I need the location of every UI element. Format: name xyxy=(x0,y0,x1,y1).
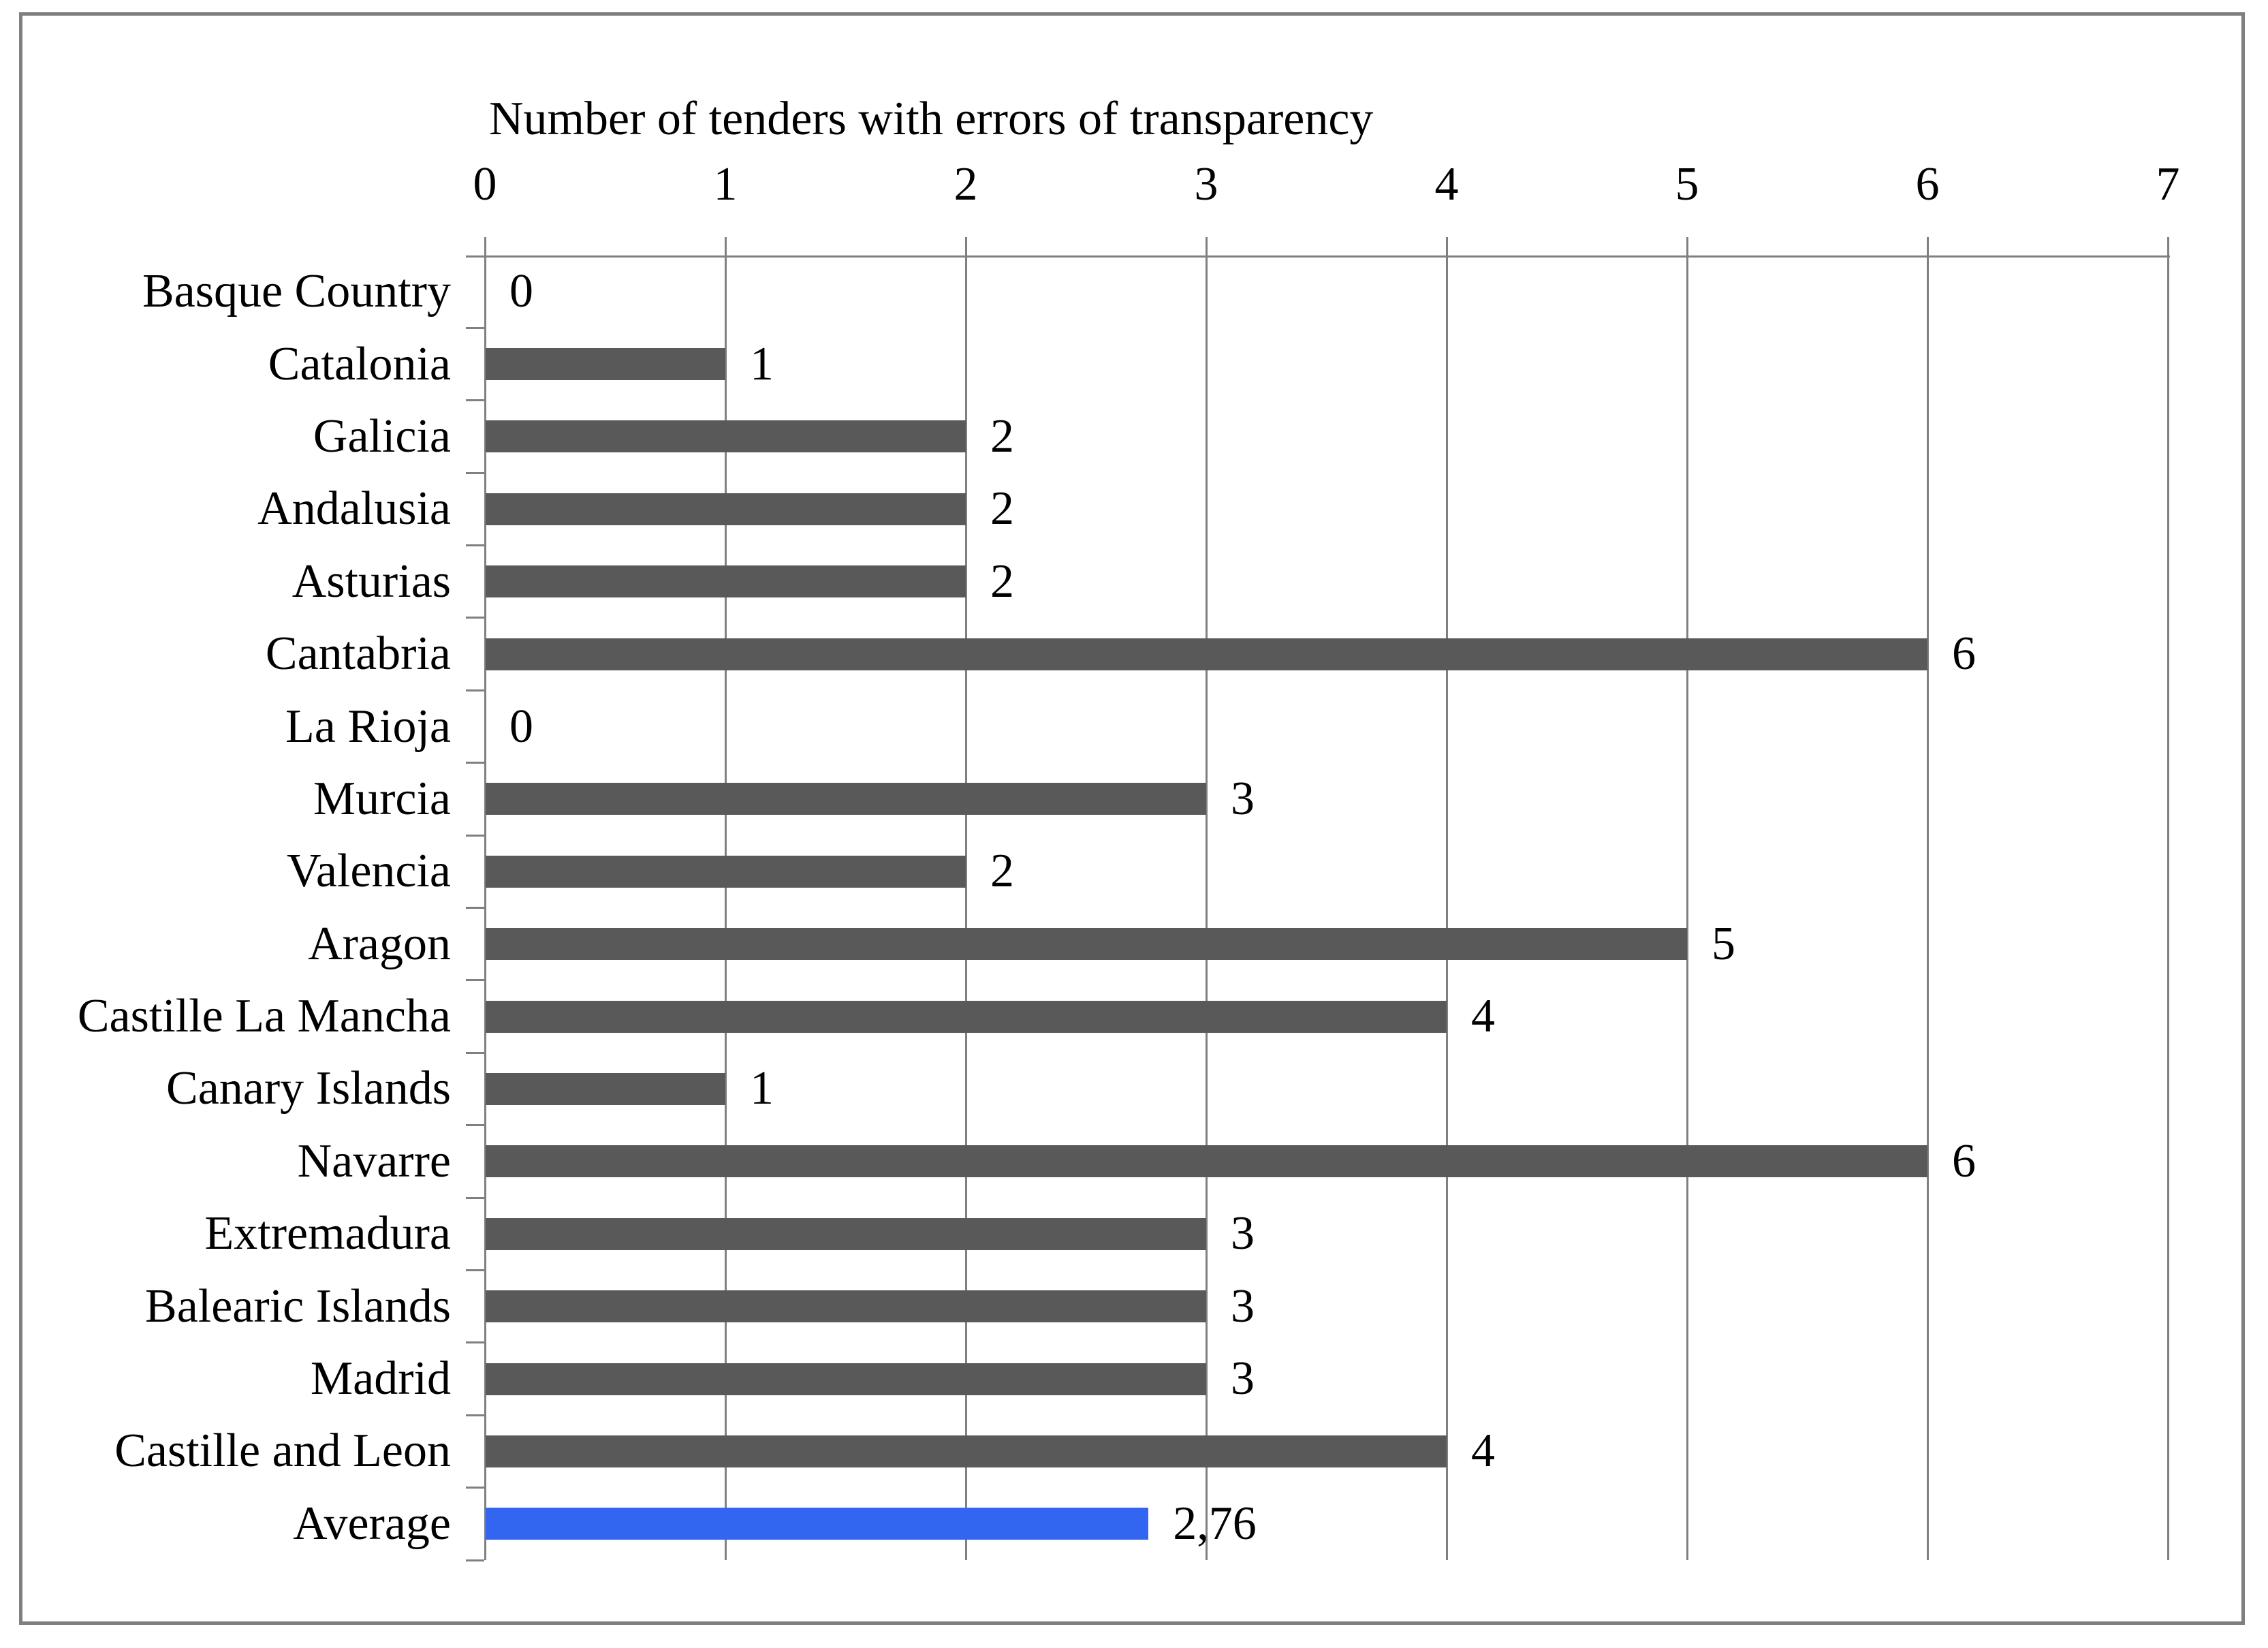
plot-area: 0 1 2 2 2 6 0 3 2 5 4 1 6 3 3 3 4 2,76 xyxy=(466,237,2170,1561)
bar-value-label: 6 xyxy=(1952,1134,1976,1187)
category-label: Murcia xyxy=(313,772,451,825)
category-label: Cantabria xyxy=(265,627,451,681)
bar-value-label: 2 xyxy=(990,555,1014,608)
category-axis-tick xyxy=(466,617,484,619)
category-label: Valencia xyxy=(287,845,451,898)
gridline xyxy=(1205,237,1208,1560)
bar-value-label: 2 xyxy=(990,845,1014,898)
x-tick-label: 0 xyxy=(473,158,497,211)
category-label: Castille La Mancha xyxy=(77,990,451,1043)
category-axis-tick xyxy=(466,1269,484,1271)
bar xyxy=(486,1217,1206,1250)
category-axis-tick xyxy=(466,1196,484,1199)
category-axis-tick xyxy=(466,762,484,764)
bar-value-label: 5 xyxy=(1712,917,1735,970)
bar-value-label: 3 xyxy=(1231,1207,1255,1260)
category-axis-tick xyxy=(466,834,484,837)
bar-value-label: 0 xyxy=(509,265,533,318)
category-axis-tick xyxy=(466,689,484,691)
bar-value-label: 4 xyxy=(1471,1425,1495,1478)
x-tick-label: 6 xyxy=(1915,158,1940,211)
bar xyxy=(486,1000,1447,1033)
category-label: Catalonia xyxy=(268,337,451,390)
bar-value-label: 2,76 xyxy=(1173,1497,1257,1550)
x-tick-label: 2 xyxy=(954,158,978,211)
bar-value-label: 1 xyxy=(750,337,774,390)
bar xyxy=(486,783,1206,815)
gridline xyxy=(1686,237,1688,1560)
bar xyxy=(486,1363,1206,1395)
gridline xyxy=(2167,237,2169,1560)
bar xyxy=(486,348,725,381)
category-axis-tick xyxy=(466,1341,484,1344)
category-label: Average xyxy=(293,1497,451,1550)
category-axis-tick xyxy=(466,1414,484,1416)
bar xyxy=(486,1435,1447,1467)
bar xyxy=(486,855,966,888)
category-label: Castille and Leon xyxy=(114,1425,451,1478)
bar xyxy=(486,638,1927,670)
category-axis-line xyxy=(484,237,486,1560)
bar-average xyxy=(486,1508,1149,1540)
category-axis-tick xyxy=(466,1559,484,1561)
value-axis-line xyxy=(466,255,2170,258)
category-label: Madrid xyxy=(310,1352,451,1405)
bar-value-label: 3 xyxy=(1231,772,1255,825)
category-label: Asturias xyxy=(292,555,451,608)
category-axis-tick xyxy=(466,544,484,547)
category-axis-tick xyxy=(466,907,484,909)
category-axis-tick xyxy=(466,326,484,329)
x-tick-label: 3 xyxy=(1194,158,1218,211)
bar xyxy=(486,1072,725,1105)
figure-border xyxy=(19,12,2245,1625)
category-label: Aragon xyxy=(308,917,451,970)
bar-value-label: 4 xyxy=(1471,990,1495,1043)
bar xyxy=(486,1145,1927,1178)
bar xyxy=(486,420,966,453)
x-tick-label: 4 xyxy=(1434,158,1459,211)
gridline xyxy=(964,237,967,1560)
category-axis-tick xyxy=(466,1051,484,1054)
bar-value-label: 3 xyxy=(1231,1279,1255,1333)
bar xyxy=(486,1290,1206,1323)
category-axis-tick xyxy=(466,979,484,982)
category-label: Andalusia xyxy=(257,482,451,535)
gridline xyxy=(1926,237,1929,1560)
x-tick-label: 5 xyxy=(1675,158,1699,211)
category-axis-tick xyxy=(466,471,484,474)
category-label: La Rioja xyxy=(285,700,451,753)
bar xyxy=(486,493,966,525)
category-label: Galicia xyxy=(313,409,451,463)
bar-value-label: 6 xyxy=(1952,627,1976,681)
bar-value-label: 3 xyxy=(1231,1352,1255,1405)
bar-value-label: 1 xyxy=(750,1062,774,1115)
category-label: Balearic Islands xyxy=(145,1279,451,1333)
bar xyxy=(486,928,1687,961)
bar xyxy=(486,565,966,598)
chart-title: Number of tenders with errors of transpa… xyxy=(489,93,1374,145)
bar-value-label: 2 xyxy=(990,482,1014,535)
category-label: Navarre xyxy=(297,1134,451,1187)
category-label: Basque Country xyxy=(142,265,451,318)
x-tick-label: 1 xyxy=(713,158,738,211)
x-tick-label: 7 xyxy=(2156,158,2180,211)
category-axis-tick xyxy=(466,399,484,402)
gridline xyxy=(724,237,727,1560)
category-axis-tick xyxy=(466,1487,484,1489)
category-axis-tick xyxy=(466,1124,484,1127)
bar-value-label: 0 xyxy=(509,700,533,753)
bar-value-label: 2 xyxy=(990,409,1014,463)
category-label: Extremadura xyxy=(204,1207,451,1260)
gridline xyxy=(1445,237,1448,1560)
category-label: Canary Islands xyxy=(166,1062,451,1115)
